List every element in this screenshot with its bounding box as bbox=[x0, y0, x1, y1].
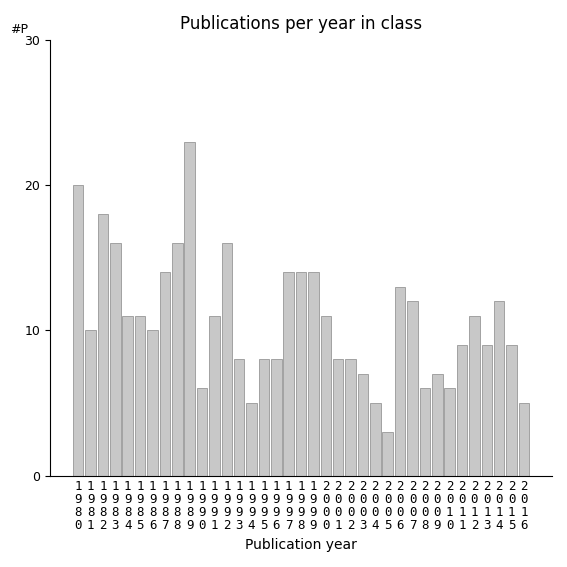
Bar bbox=[110, 243, 121, 476]
Bar bbox=[147, 331, 158, 476]
Title: Publications per year in class: Publications per year in class bbox=[180, 15, 422, 33]
Bar bbox=[333, 359, 344, 476]
Text: #P: #P bbox=[10, 23, 28, 36]
Bar bbox=[506, 345, 517, 476]
Bar bbox=[184, 142, 195, 476]
Bar bbox=[135, 316, 145, 476]
Bar bbox=[98, 214, 108, 476]
Bar bbox=[395, 287, 405, 476]
Bar bbox=[494, 302, 505, 476]
Bar bbox=[122, 316, 133, 476]
Bar bbox=[259, 359, 269, 476]
Bar bbox=[246, 403, 257, 476]
Bar bbox=[457, 345, 467, 476]
Bar bbox=[519, 403, 529, 476]
Bar bbox=[345, 359, 356, 476]
Bar bbox=[420, 388, 430, 476]
Bar bbox=[481, 345, 492, 476]
Bar bbox=[320, 316, 331, 476]
Bar bbox=[358, 374, 368, 476]
Bar bbox=[86, 331, 96, 476]
Bar bbox=[234, 359, 244, 476]
Bar bbox=[469, 316, 480, 476]
Bar bbox=[308, 272, 319, 476]
Bar bbox=[432, 374, 442, 476]
Bar bbox=[445, 388, 455, 476]
Bar bbox=[271, 359, 282, 476]
Bar bbox=[370, 403, 380, 476]
Bar bbox=[209, 316, 219, 476]
Bar bbox=[296, 272, 306, 476]
Bar bbox=[73, 185, 83, 476]
Bar bbox=[172, 243, 183, 476]
Bar bbox=[383, 432, 393, 476]
X-axis label: Publication year: Publication year bbox=[245, 538, 357, 552]
Bar bbox=[197, 388, 208, 476]
Bar bbox=[160, 272, 170, 476]
Bar bbox=[407, 302, 418, 476]
Bar bbox=[222, 243, 232, 476]
Bar bbox=[284, 272, 294, 476]
